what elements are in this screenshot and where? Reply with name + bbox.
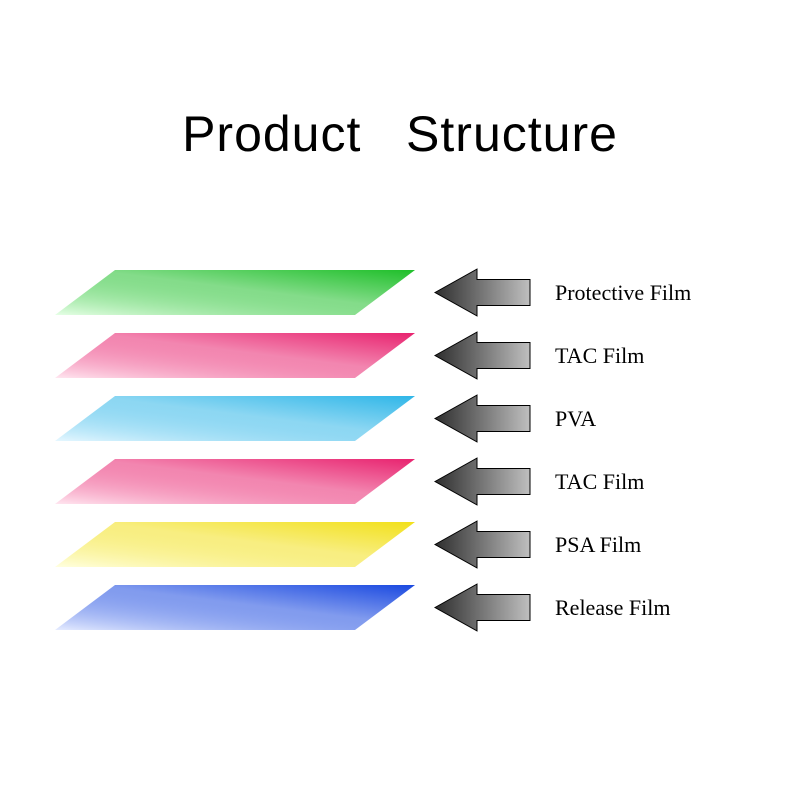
layer-sheet-3: [55, 459, 415, 504]
arrow-icon: [435, 332, 530, 379]
layer-label: Protective Film: [555, 280, 691, 306]
layer-label: TAC Film: [555, 343, 644, 369]
layer-sheet-5: [55, 585, 415, 630]
layer-sheet-4: [55, 522, 415, 567]
diagram-stage: Product Structure Protective Film TAC Fil…: [0, 0, 800, 800]
layer-sheet-1: [55, 333, 415, 378]
arrow-icon: [435, 584, 530, 631]
layer-label: PVA: [555, 406, 596, 432]
layer-sheet-0: [55, 270, 415, 315]
arrow-icon: [435, 269, 530, 316]
arrow-icon: [435, 521, 530, 568]
layer-label: TAC Film: [555, 469, 644, 495]
arrow-icon: [435, 395, 530, 442]
layer-label: Release Film: [555, 595, 670, 621]
layer-sheet-2: [55, 396, 415, 441]
arrow-icon: [435, 458, 530, 505]
page-title: Product Structure: [0, 105, 800, 163]
layer-label: PSA Film: [555, 532, 641, 558]
